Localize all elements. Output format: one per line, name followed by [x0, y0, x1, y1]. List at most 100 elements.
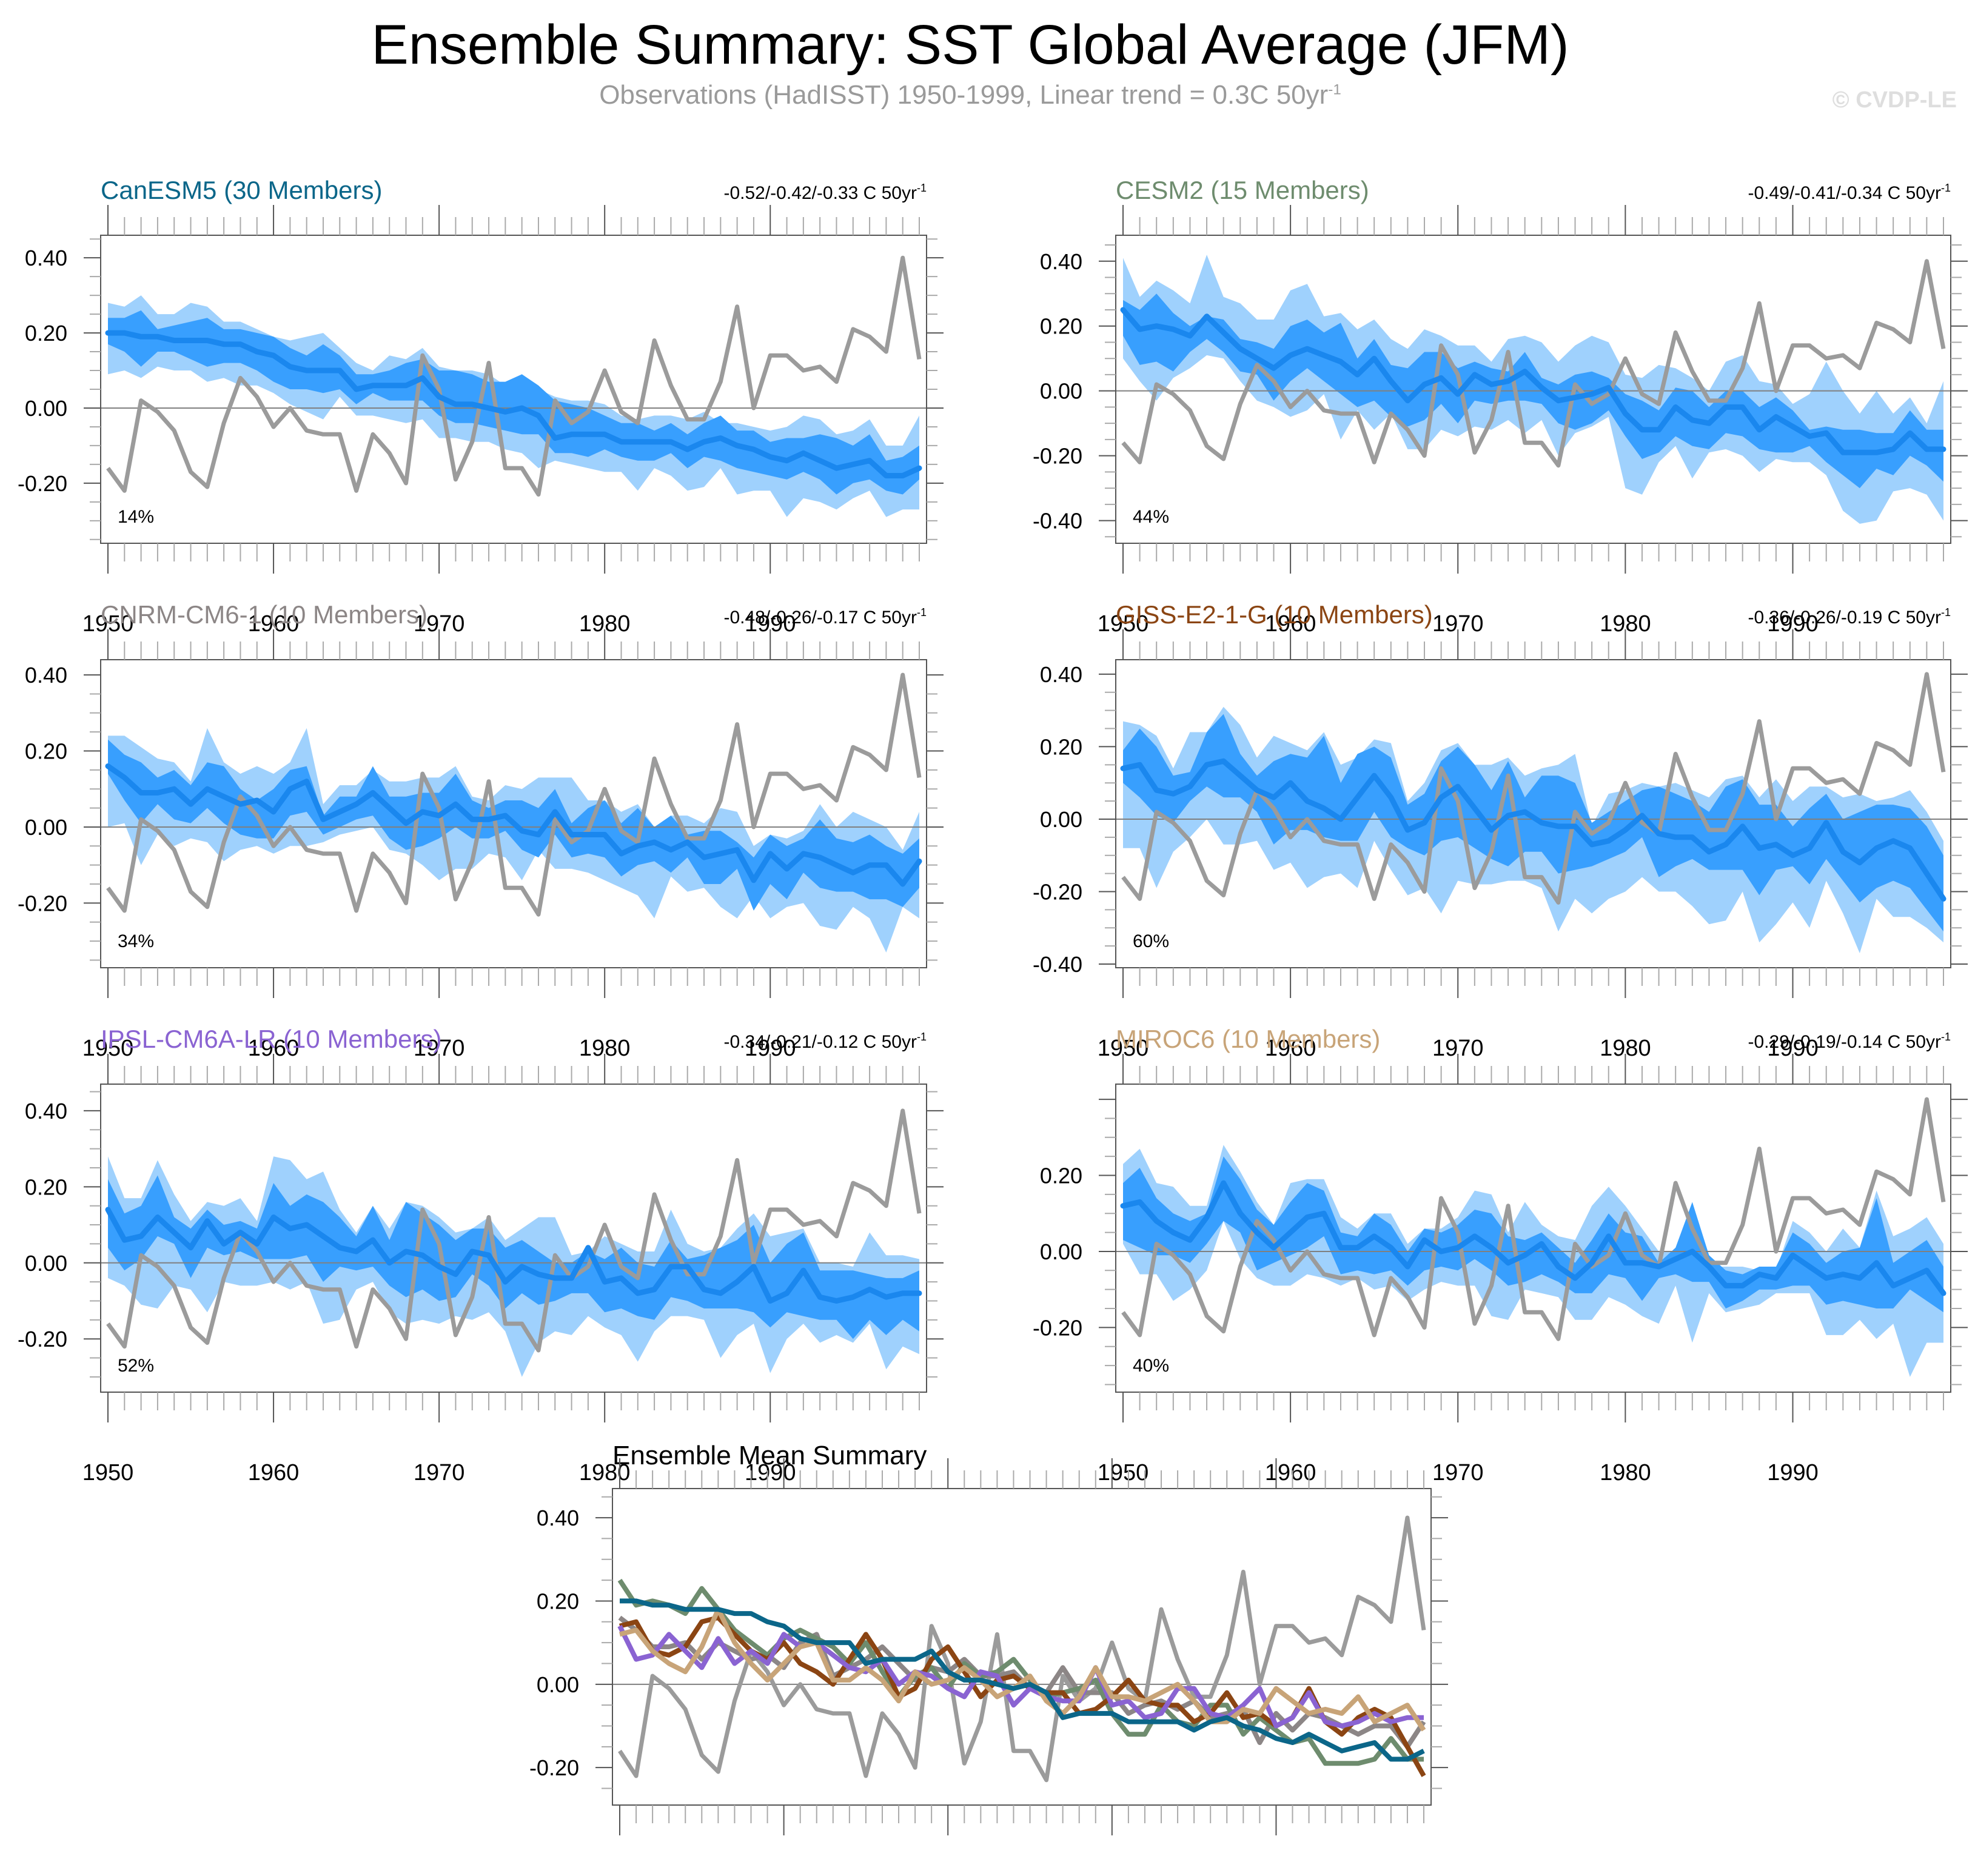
observations-line — [1121, 259, 1946, 468]
x-tick-label: 1990 — [745, 1460, 796, 1486]
plot-area — [1116, 255, 1951, 524]
x-tick-label: 1960 — [248, 1460, 300, 1486]
x-tick-label: 1980 — [579, 1460, 631, 1486]
observations-line — [106, 255, 922, 497]
plot-area — [1116, 672, 1951, 954]
x-tick-label: 1970 — [1432, 1460, 1484, 1486]
percent-rank-label: 44% — [1133, 507, 1169, 527]
trend-range-text: -0.36/-0.26/-0.19 C 50yr — [1748, 608, 1941, 628]
y-tick-label: 0.40 — [537, 1506, 579, 1530]
y-tick-label: 0.00 — [25, 815, 67, 840]
ensemble-inner-range-band — [108, 1175, 919, 1339]
y-tick-label: 0.20 — [1040, 734, 1082, 759]
x-tick-label: 1970 — [922, 1873, 974, 1876]
percent-rank-label: 34% — [118, 931, 154, 951]
ensemble-mean-line — [1120, 1180, 1946, 1296]
y-tick-label: 0.40 — [25, 246, 67, 270]
y-tick-label: 0.20 — [1040, 1164, 1082, 1188]
ensemble-mean-line — [105, 763, 922, 887]
y-tick-label: 0.00 — [1040, 1239, 1082, 1264]
ensemble-outer-range-band — [108, 728, 919, 953]
model-panel: MIROC6 (10 Members) -0.29/-0.19/-0.14 C 5… — [1033, 1025, 1968, 1486]
y-tick-label: 0.00 — [537, 1672, 579, 1697]
y-tick-label: 0.00 — [25, 1251, 67, 1276]
panel-title: IPSL-CM6A-LR (10 Members) — [101, 1025, 441, 1053]
subtitle-superscript: -1 — [1328, 81, 1341, 98]
plot-frame — [612, 1488, 1432, 1806]
panel-title: MIROC6 (10 Members) — [1116, 1025, 1380, 1053]
y-tick-label: 0.20 — [1040, 314, 1082, 339]
x-tick-label: 1950 — [1098, 1460, 1149, 1486]
trend-superscript: -1 — [917, 1031, 927, 1043]
trend-range-label: -0.49/-0.41/-0.34 C 50yr-1 — [1748, 182, 1951, 203]
trend-range-label: -0.48/-0.26/-0.17 C 50yr-1 — [723, 606, 927, 628]
trend-range-label: -0.34/-0.21/-0.12 C 50yr-1 — [723, 1031, 927, 1052]
panel-title: CanESM5 (30 Members) — [101, 176, 382, 204]
x-tick-label: 1980 — [1600, 1460, 1651, 1486]
y-tick-label: 0.40 — [1040, 662, 1082, 687]
ensemble-mean-line-ipsl-cm6a-lr — [617, 1624, 1424, 1729]
plot-frame — [1115, 659, 1951, 968]
page-title: Ensemble Summary: SST Global Average (JF… — [371, 14, 1569, 76]
observations-line — [106, 672, 922, 917]
x-tick-label: 1960 — [758, 1873, 810, 1876]
y-tick-label: 0.20 — [537, 1589, 579, 1613]
y-tick-label: 0.40 — [1040, 249, 1082, 274]
y-tick-label: -0.20 — [18, 891, 67, 916]
plot-frame — [1115, 235, 1951, 544]
panel-title: Ensemble Mean Summary — [612, 1441, 927, 1470]
trend-range-text: -0.49/-0.41/-0.34 C 50yr — [1748, 183, 1941, 203]
x-tick-label: 1990 — [1767, 1460, 1819, 1486]
model-panel: CNRM-CM6-1 (10 Members) -0.48/-0.26/-0.17… — [18, 600, 944, 1061]
y-tick-label: 0.00 — [1040, 379, 1082, 404]
y-tick-label: 0.00 — [1040, 807, 1082, 832]
y-tick-label: -0.40 — [1033, 952, 1082, 977]
trend-range-text: -0.48/-0.26/-0.17 C 50yr — [723, 608, 917, 628]
x-tick-label: 1990 — [1250, 1873, 1302, 1876]
y-tick-label: -0.20 — [1033, 1315, 1082, 1340]
ensemble-mean-line — [1120, 758, 1946, 902]
x-tick-label: 1950 — [594, 1873, 646, 1876]
percent-rank-label: 60% — [1133, 931, 1169, 951]
ensemble-mean-summary-panel: Ensemble Mean Summary 1950 1960 1970 1980 199… — [529, 1441, 1448, 1876]
x-tick-label: 1980 — [1087, 1873, 1138, 1876]
percent-rank-label: 52% — [118, 1356, 154, 1376]
x-tick-label: 1950 — [82, 1460, 134, 1486]
ensemble-inner-range-band — [1123, 714, 1943, 932]
plot-area — [1116, 1097, 1951, 1377]
subtitle-text: Observations (HadISST) 1950-1999, Linear… — [599, 80, 1329, 110]
y-tick-label: -0.20 — [18, 1327, 67, 1352]
y-tick-label: -0.20 — [1033, 879, 1082, 904]
y-tick-label: 0.20 — [25, 1174, 67, 1199]
y-tick-label: 0.40 — [25, 1099, 67, 1124]
watermark: © CVDP-LE — [1832, 87, 1957, 113]
ensemble-mean-line — [105, 330, 922, 478]
trend-range-text: -0.29/-0.19/-0.14 C 50yr — [1748, 1032, 1941, 1052]
model-panel: CanESM5 (30 Members) -0.52/-0.42/-0.33 C … — [18, 176, 944, 637]
y-tick-label: 0.00 — [25, 396, 67, 421]
panel-title: CESM2 (15 Members) — [1116, 176, 1369, 204]
plot-area — [101, 672, 927, 953]
subtitle: Observations (HadISST) 1950-1999, Linear… — [0, 80, 1940, 110]
y-tick-label: -0.40 — [1033, 509, 1082, 534]
percent-rank-label: 14% — [118, 507, 154, 527]
y-tick-label: -0.20 — [529, 1755, 579, 1780]
trend-superscript: -1 — [1941, 182, 1951, 194]
y-tick-label: 0.20 — [25, 739, 67, 764]
trend-range-label: -0.36/-0.26/-0.19 C 50yr-1 — [1748, 606, 1951, 628]
trend-superscript: -1 — [917, 606, 927, 618]
trend-superscript: -1 — [1941, 1031, 1951, 1043]
panel-title: GISS-E2-1-G (10 Members) — [1116, 600, 1433, 629]
panel-title: CNRM-CM6-1 (10 Members) — [101, 600, 428, 629]
ensemble-inner-range-band — [108, 310, 919, 495]
ensemble-mean-line-miroc6 — [619, 1607, 1426, 1732]
model-panel: GISS-E2-1-G (10 Members) -0.36/-0.26/-0.1… — [1033, 600, 1968, 1061]
trend-range-text: -0.52/-0.42/-0.33 C 50yr — [723, 183, 917, 203]
plot-frame — [100, 659, 927, 968]
model-panel: CESM2 (15 Members) -0.49/-0.41/-0.34 C 50… — [1033, 176, 1968, 637]
ensemble-mean-line — [105, 1207, 922, 1304]
model-panel: IPSL-CM6A-LR (10 Members) -0.34/-0.21/-0.… — [18, 1025, 944, 1486]
y-tick-label: -0.20 — [1033, 444, 1082, 469]
trend-range-label: -0.52/-0.42/-0.33 C 50yr-1 — [723, 182, 927, 203]
